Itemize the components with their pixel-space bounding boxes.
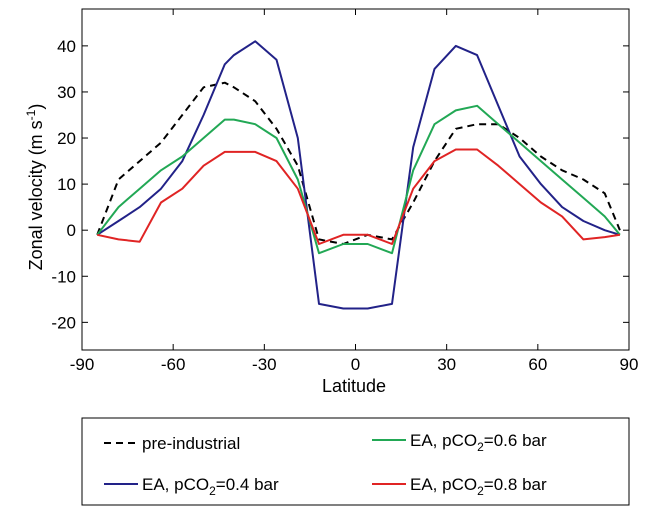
y-axis-label-sup: -1: [24, 109, 38, 120]
legend-label-1: EA, pCO2=0.4 bar: [142, 475, 279, 498]
x-axis-label: Latitude: [322, 376, 386, 396]
plot-frame: [81, 8, 630, 351]
y-tick-label: 20: [57, 129, 76, 148]
legend-box: [81, 417, 630, 506]
y-axis-label: Zonal velocity (m s-1): [24, 104, 46, 271]
y-tick-label: 0: [67, 221, 76, 240]
series-line-0: [96, 81, 621, 245]
x-tick-label: -60: [161, 355, 186, 374]
series-line-2: [96, 104, 621, 255]
legend-label-2: EA, pCO2=0.6 bar: [410, 431, 547, 454]
y-tick-label: 40: [57, 37, 76, 56]
y-tick-label: 10: [57, 175, 76, 194]
y-tick-label: 30: [57, 83, 76, 102]
axis-ticks: -90 -60 -30 0 30 60 90 -20 -10 0 10 20 30 40: [51, 9, 638, 374]
series-lines: [96, 40, 621, 310]
x-tick-label: -30: [252, 355, 277, 374]
y-axis-label-main: Zonal velocity (m s: [26, 120, 46, 270]
legend-label-3: EA, pCO2=0.8 bar: [410, 475, 547, 498]
series-line-1: [96, 40, 621, 310]
x-tick-label: 30: [437, 355, 456, 374]
plot-area-border: [81, 8, 630, 351]
y-tick-label: -10: [51, 267, 76, 286]
y-tick-label: -20: [51, 313, 76, 332]
legend-label-0: pre-industrial: [142, 434, 240, 453]
x-tick-label: -90: [70, 355, 95, 374]
x-tick-label: 0: [351, 355, 360, 374]
legend: pre-industrial EA, pCO2=0.6 bar EA, pCO2=0…: [104, 431, 547, 498]
x-tick-label: 60: [528, 355, 547, 374]
x-tick-label: 90: [620, 355, 639, 374]
series-line-3: [96, 148, 621, 245]
y-axis-label-close: ): [26, 104, 46, 110]
